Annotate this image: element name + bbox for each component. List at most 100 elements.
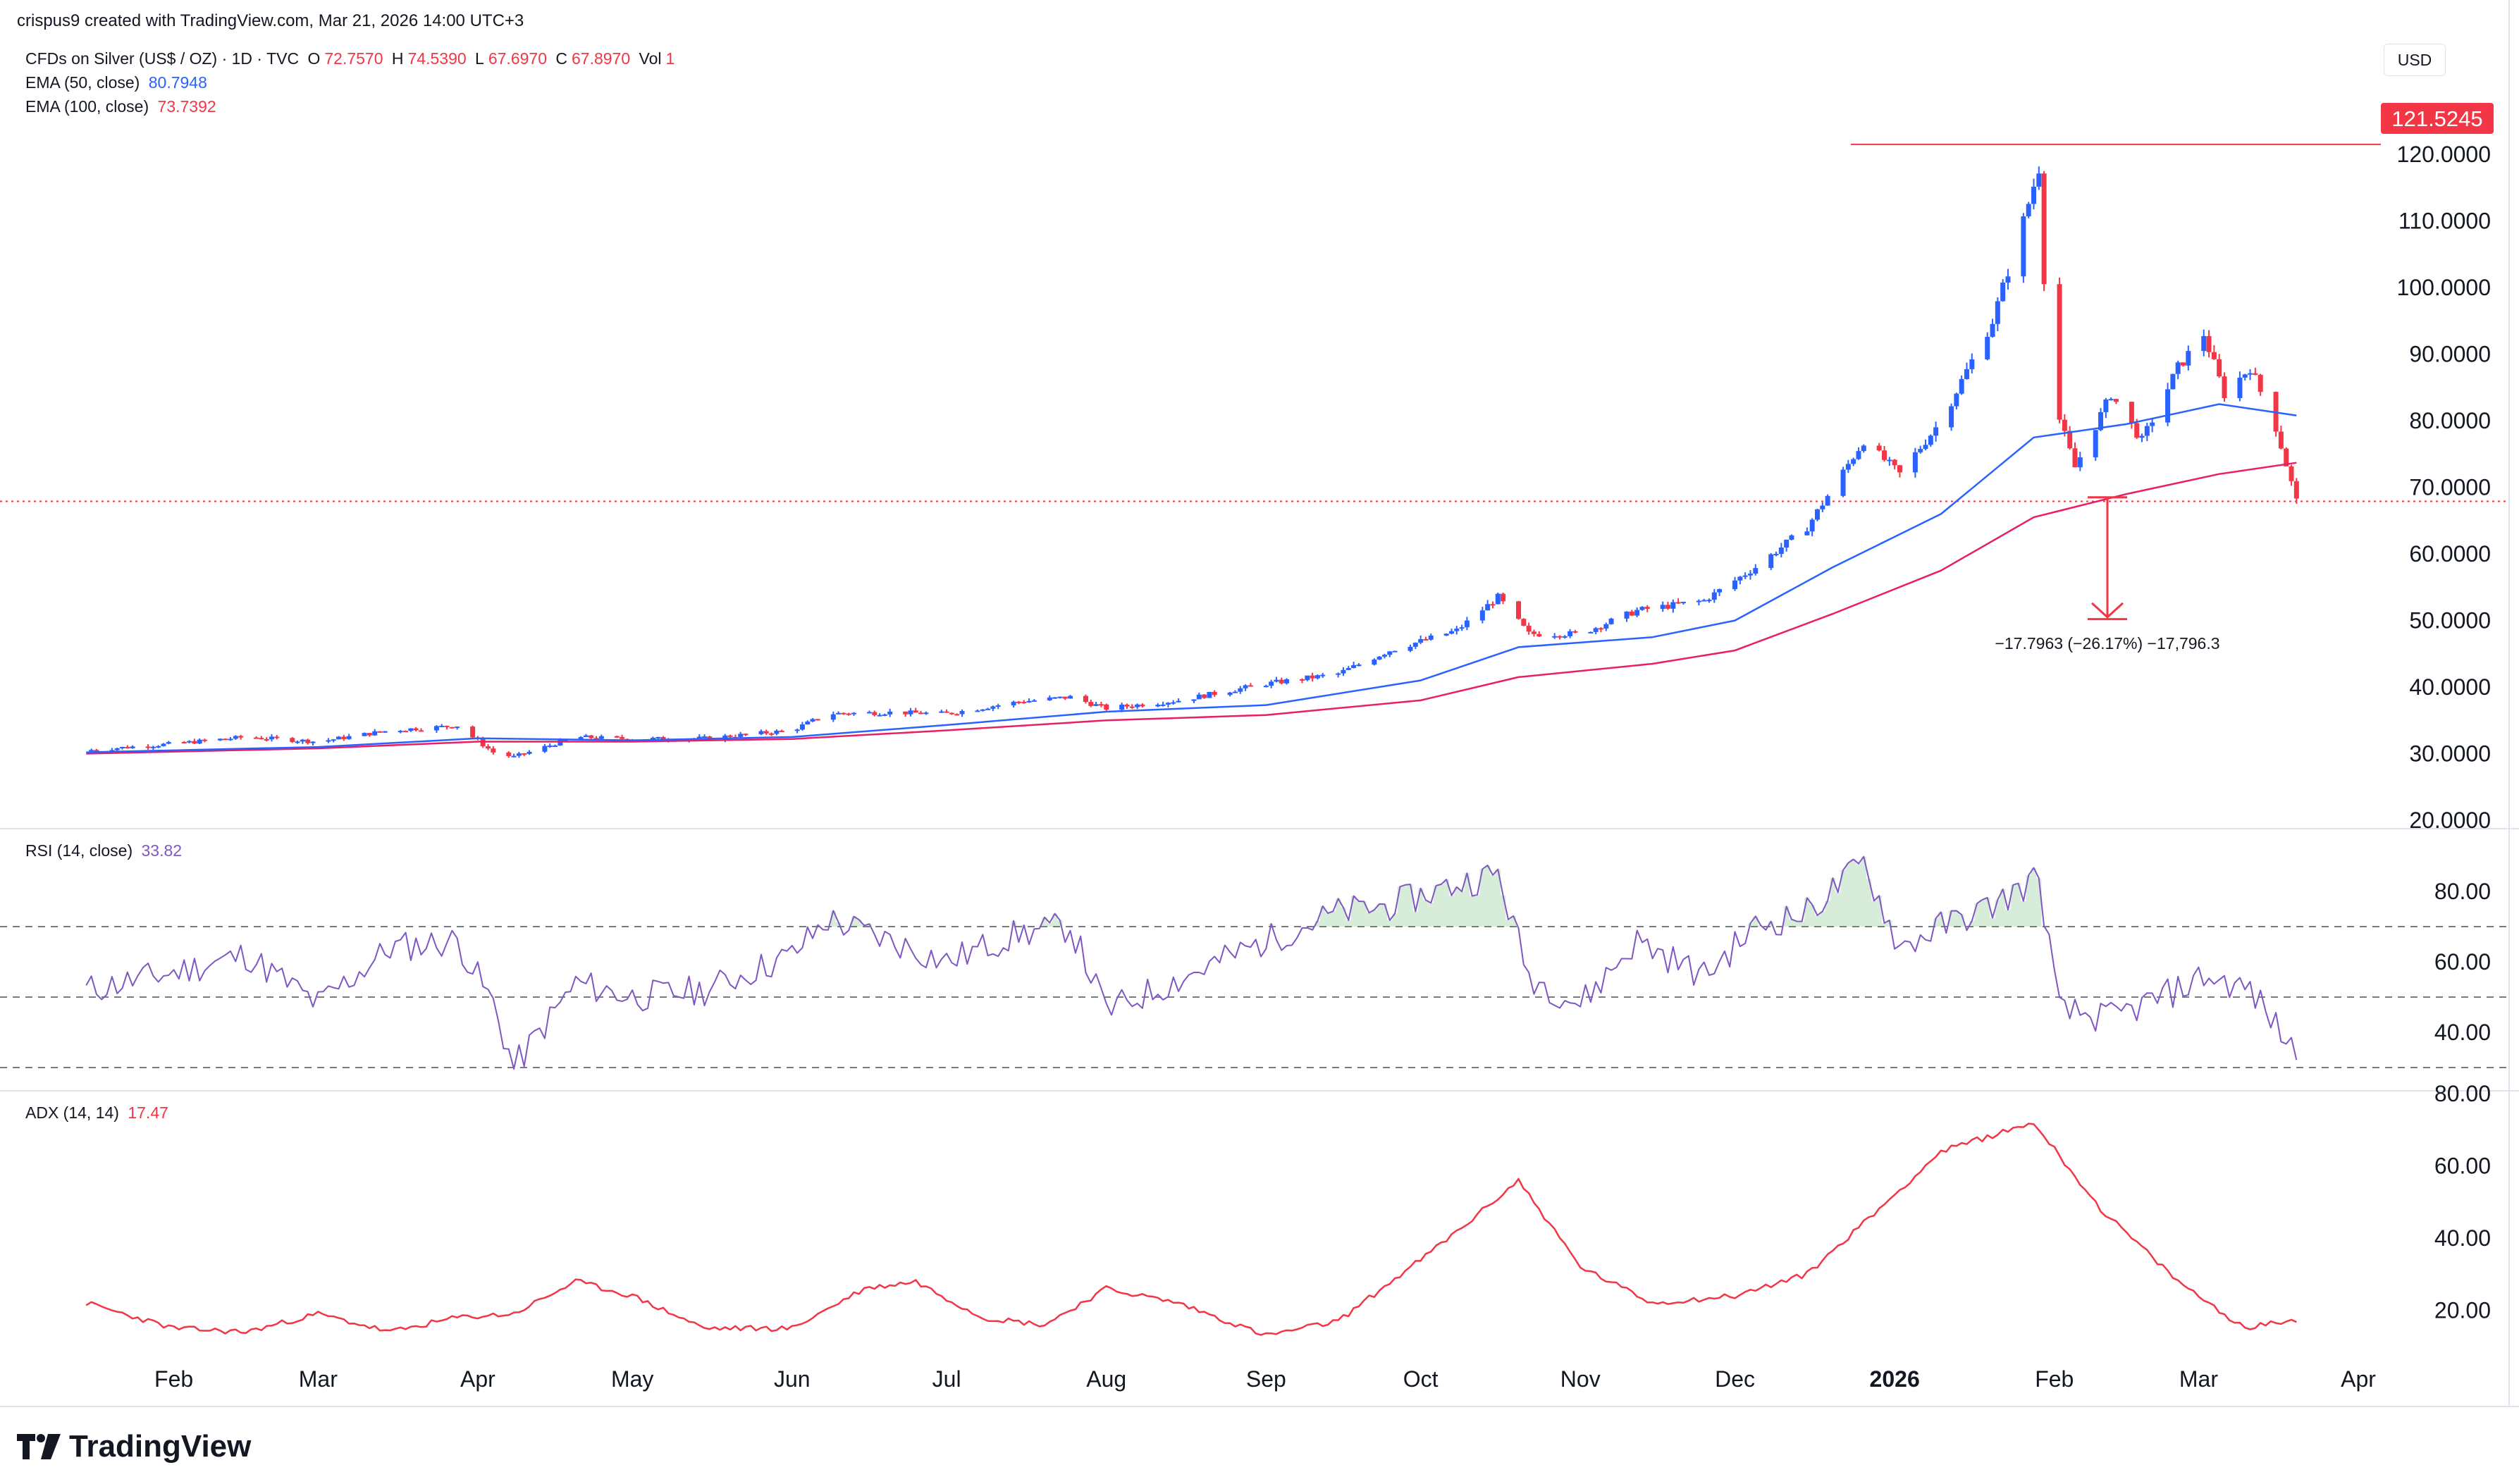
candle-body	[841, 712, 846, 715]
candle-body	[1093, 704, 1099, 706]
tradingview-logo-icon	[17, 1434, 61, 1459]
candle-body	[413, 728, 419, 731]
candle-body	[264, 738, 269, 741]
candle-body	[872, 712, 877, 715]
candle-body	[2077, 457, 2083, 468]
currency-button[interactable]: USD	[2384, 44, 2446, 76]
candle-body	[1928, 435, 1933, 445]
time-tick-label: Jun	[774, 1366, 811, 1392]
price-tick-label: 120.0000	[2397, 142, 2491, 167]
high-price-marker: 121.5245	[2381, 103, 2494, 134]
candle-body	[2031, 186, 2037, 204]
candle-body	[1753, 568, 1759, 574]
candle-body	[1562, 636, 1568, 638]
time-tick-label: Sep	[1246, 1366, 1286, 1392]
measure-label: −17.7963 (−26.17%) −17,796.3	[1995, 634, 2219, 653]
candle-body	[1995, 301, 2000, 324]
rsi-line	[85, 855, 2298, 1070]
candle-body	[1124, 705, 1130, 707]
candle-body	[486, 746, 491, 749]
candle-body	[2181, 362, 2186, 366]
candle-body	[1104, 704, 1109, 710]
candle-body	[130, 746, 135, 748]
candle-body	[1490, 604, 1496, 606]
candle-body	[2098, 412, 2104, 431]
candle-body	[738, 734, 744, 737]
candle-body	[1897, 465, 1902, 473]
candle-body	[1675, 602, 1681, 604]
candle-body	[2258, 374, 2263, 392]
candle-body	[192, 741, 197, 744]
candle-body	[1815, 509, 1820, 520]
volume-label: Vol	[639, 49, 662, 68]
candle-body	[1047, 697, 1052, 700]
candle-body	[944, 711, 949, 713]
candle-body	[794, 729, 800, 731]
candle-body	[526, 751, 532, 754]
candle-body	[2036, 173, 2042, 187]
candle-body	[558, 740, 563, 746]
candle-body	[1381, 655, 1387, 657]
adx-label: ADX (14, 14)	[25, 1103, 119, 1122]
candle-body	[269, 736, 274, 740]
candle-body	[1310, 675, 1315, 679]
candle-body	[300, 739, 305, 742]
candle-body	[1428, 635, 1434, 640]
candle-body	[980, 709, 985, 711]
candle-body	[779, 730, 784, 732]
candle-body	[913, 710, 918, 713]
close-label: C	[555, 49, 567, 68]
candle-body	[1964, 369, 1969, 379]
candle-body	[1392, 650, 1398, 653]
time-tick-label: Apr	[460, 1366, 495, 1392]
candle-body	[1516, 601, 1522, 619]
candle-body	[1912, 452, 1918, 473]
candle-body	[336, 736, 342, 740]
candle-body	[769, 733, 775, 735]
price-tick-label: 100.0000	[2397, 275, 2491, 300]
price-tick-label: 90.0000	[2409, 342, 2491, 367]
candle-body	[1088, 702, 1094, 706]
candle-body	[1949, 406, 1954, 428]
candle-body	[696, 736, 702, 738]
candle-body	[836, 712, 842, 715]
candle-body	[362, 733, 367, 736]
candle-body	[1778, 547, 1784, 555]
candle-body	[2113, 399, 2119, 402]
rsi-tick-label: 60.00	[2434, 949, 2491, 975]
candle-body	[2278, 431, 2284, 449]
candle-body	[1155, 705, 1161, 707]
candle-body	[1789, 535, 1794, 540]
candle-body	[1031, 700, 1037, 702]
time-tick-label: Oct	[1403, 1366, 1439, 1392]
candle-body	[805, 721, 811, 725]
candle-body	[2150, 422, 2155, 426]
candle-body	[620, 736, 625, 739]
candle-body	[1459, 627, 1465, 629]
candle-body	[197, 739, 202, 744]
candle-body	[1861, 445, 1866, 452]
candle-body	[2103, 399, 2109, 412]
time-tick-label: Mar	[2179, 1366, 2218, 1392]
candle-body	[1376, 656, 1382, 660]
candle-body	[439, 725, 445, 727]
candle-body	[1098, 704, 1104, 706]
candle-body	[418, 730, 424, 732]
tradingview-logo: TradingView	[17, 1429, 251, 1464]
candle-body	[1521, 619, 1527, 626]
candle-body	[1851, 459, 1856, 464]
candle-body	[372, 731, 378, 736]
candle-body	[1485, 604, 1491, 611]
candle-body	[1768, 554, 1774, 569]
candle-body	[1593, 628, 1599, 632]
candle-body	[1706, 600, 1712, 602]
candle-body	[1598, 628, 1603, 630]
candle-body	[1773, 554, 1779, 556]
candle-body	[1248, 685, 1253, 687]
candle-body	[1284, 679, 1290, 684]
candle-body	[1062, 696, 1068, 699]
ema100-label: EMA (100, close)	[25, 97, 149, 116]
candle-body	[1341, 669, 1346, 674]
candle-body	[444, 725, 450, 727]
